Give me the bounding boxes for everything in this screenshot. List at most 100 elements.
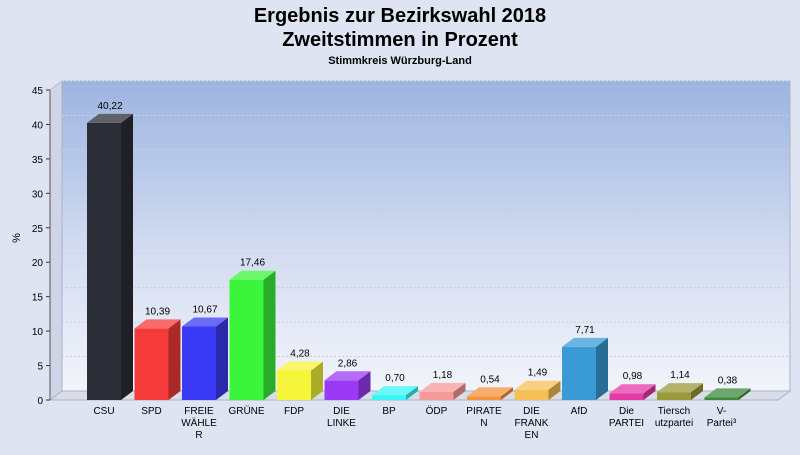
y-tick-label: 5 bbox=[37, 362, 43, 373]
bar-top bbox=[134, 319, 181, 329]
bar-top bbox=[419, 382, 466, 392]
bar-side bbox=[453, 382, 466, 400]
value-label: 1,18 bbox=[433, 370, 453, 381]
bar-top bbox=[372, 386, 418, 396]
bar-group bbox=[229, 270, 276, 400]
bar-top bbox=[277, 361, 323, 371]
bar bbox=[704, 397, 739, 400]
bar-side bbox=[406, 386, 418, 400]
bar-top bbox=[229, 270, 276, 280]
bar-group bbox=[324, 371, 371, 400]
grid-line-side bbox=[49, 218, 63, 229]
bar bbox=[467, 396, 501, 400]
grid-line-side bbox=[49, 183, 63, 194]
bar-side bbox=[596, 337, 608, 400]
category-label: DIE FRANK EN bbox=[515, 406, 549, 441]
bar-group bbox=[87, 113, 133, 400]
category-label: FREIE WÄHLE R bbox=[181, 406, 217, 441]
bar bbox=[372, 395, 406, 400]
category-label: GRÜNE bbox=[228, 405, 264, 417]
y-tick-label: 25 bbox=[32, 224, 44, 235]
bar bbox=[87, 122, 121, 400]
bar bbox=[419, 391, 454, 400]
bar-group bbox=[704, 388, 751, 400]
bar-top bbox=[514, 380, 561, 390]
bar-top bbox=[657, 383, 703, 393]
bar-side bbox=[501, 387, 513, 400]
y-tick-label: 45 bbox=[32, 86, 44, 97]
category-label: AfD bbox=[571, 406, 588, 417]
y-tick-label: 35 bbox=[32, 155, 44, 166]
y-tick-label: 10 bbox=[32, 327, 44, 338]
chart-subtitle: Stimmkreis Würzburg-Land bbox=[328, 55, 472, 67]
bar-group bbox=[419, 382, 466, 400]
bar bbox=[229, 279, 264, 400]
bar-top bbox=[562, 337, 608, 347]
bar-side bbox=[216, 317, 228, 400]
value-label: 0,38 bbox=[718, 375, 738, 386]
value-label: 1,49 bbox=[528, 368, 548, 379]
chart-title-line-2: Zweitstimmen in Prozent bbox=[282, 29, 518, 51]
category-label: SPD bbox=[141, 406, 162, 417]
y-tick-label: 15 bbox=[32, 293, 44, 304]
plot-side-wall bbox=[49, 80, 63, 401]
bar bbox=[182, 326, 216, 400]
y-tick-label: 20 bbox=[32, 258, 44, 269]
value-label: 7,71 bbox=[575, 325, 595, 336]
bar bbox=[514, 389, 549, 400]
bar-group bbox=[514, 380, 561, 400]
bar bbox=[324, 380, 359, 400]
bar-side bbox=[691, 383, 703, 400]
bar-side bbox=[358, 371, 371, 400]
value-label: 0,98 bbox=[623, 371, 643, 382]
category-label: BP bbox=[382, 406, 396, 417]
value-label: 10,67 bbox=[192, 304, 217, 315]
category-label: Tiersch utzpartei bbox=[655, 406, 693, 429]
grid-line-side bbox=[49, 287, 63, 298]
bar bbox=[657, 392, 691, 400]
value-label: 10,39 bbox=[145, 306, 170, 317]
grid-line-side bbox=[49, 115, 63, 125]
category-label: V-Partei³ bbox=[707, 406, 737, 429]
category-label: FDP bbox=[284, 406, 304, 417]
value-label: 4,28 bbox=[290, 349, 310, 360]
grid-line-side bbox=[49, 80, 63, 91]
bar-side bbox=[548, 380, 561, 400]
y-tick-label: 0 bbox=[37, 396, 43, 407]
bar-group bbox=[182, 317, 228, 400]
bar-group bbox=[134, 319, 181, 400]
bar-top bbox=[182, 317, 228, 327]
bar-group bbox=[277, 361, 323, 400]
bar-group bbox=[609, 384, 656, 400]
value-label: 1,14 bbox=[670, 370, 690, 381]
category-label: PIRATE N bbox=[466, 406, 502, 429]
value-label: 0,70 bbox=[385, 373, 405, 384]
bar bbox=[609, 393, 644, 400]
bar-group bbox=[562, 337, 608, 400]
bar-side bbox=[263, 270, 276, 400]
bar-top bbox=[609, 384, 656, 394]
bar bbox=[277, 370, 311, 400]
bar-group bbox=[372, 386, 418, 400]
value-label: 40,22 bbox=[97, 101, 122, 112]
bar-side bbox=[311, 361, 323, 400]
category-label: ÖDP bbox=[426, 405, 448, 417]
value-label: 17,46 bbox=[240, 258, 265, 269]
grid-line-side bbox=[49, 321, 63, 332]
bar bbox=[562, 346, 596, 400]
category-label: DIE LINKE bbox=[327, 406, 356, 429]
bar-side bbox=[738, 388, 751, 400]
bar bbox=[134, 328, 169, 400]
bar-top bbox=[324, 371, 371, 381]
grid-line-side bbox=[49, 356, 63, 366]
bar-top bbox=[87, 113, 133, 123]
y-tick-label: 40 bbox=[32, 120, 44, 131]
category-label: Die PARTEI bbox=[609, 406, 644, 429]
bar-group bbox=[657, 383, 703, 400]
bar-top bbox=[467, 387, 513, 397]
category-label: CSU bbox=[93, 406, 114, 417]
y-axis-label: % bbox=[11, 233, 23, 243]
bar-side bbox=[168, 319, 181, 400]
